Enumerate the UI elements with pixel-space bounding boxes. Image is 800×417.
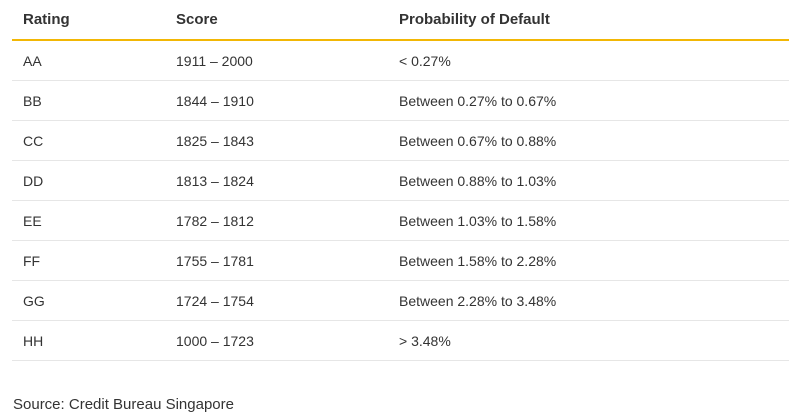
rating-cell: CC: [12, 120, 165, 161]
rating-cell: EE: [12, 200, 165, 241]
rating-cell: GG: [12, 280, 165, 321]
score-cell: 1813 – 1824: [165, 160, 388, 201]
table-row: FF 1755 – 1781 Between 1.58% to 2.28%: [12, 240, 789, 281]
score-cell: 1844 – 1910: [165, 80, 388, 121]
score-cell: 1000 – 1723: [165, 320, 388, 361]
source-note: Source: Credit Bureau Singapore: [13, 396, 234, 413]
header-score: Score: [165, 0, 388, 41]
probability-cell: > 3.48%: [388, 320, 789, 361]
table-row: AA 1911 – 2000 < 0.27%: [12, 40, 789, 81]
probability-cell: Between 0.88% to 1.03%: [388, 160, 789, 201]
score-cell: 1724 – 1754: [165, 280, 388, 321]
score-cell: 1755 – 1781: [165, 240, 388, 281]
probability-cell: < 0.27%: [388, 40, 789, 81]
rating-cell: FF: [12, 240, 165, 281]
probability-cell: Between 1.58% to 2.28%: [388, 240, 789, 281]
table-row: CC 1825 – 1843 Between 0.67% to 0.88%: [12, 120, 789, 161]
probability-cell: Between 0.67% to 0.88%: [388, 120, 789, 161]
rating-cell: AA: [12, 40, 165, 81]
probability-cell: Between 1.03% to 1.58%: [388, 200, 789, 241]
header-probability-of-default: Probability of Default: [388, 0, 789, 41]
score-cell: 1911 – 2000: [165, 40, 388, 81]
probability-cell: Between 2.28% to 3.48%: [388, 280, 789, 321]
table-row: HH 1000 – 1723 > 3.48%: [12, 320, 789, 361]
credit-rating-table: Rating Score Probability of Default AA 1…: [12, 0, 789, 361]
table-row: GG 1724 – 1754 Between 2.28% to 3.48%: [12, 280, 789, 321]
table-row: BB 1844 – 1910 Between 0.27% to 0.67%: [12, 80, 789, 121]
rating-cell: BB: [12, 80, 165, 121]
score-cell: 1825 – 1843: [165, 120, 388, 161]
rating-cell: HH: [12, 320, 165, 361]
table-row: EE 1782 – 1812 Between 1.03% to 1.58%: [12, 200, 789, 241]
table-header-row: Rating Score Probability of Default: [12, 0, 789, 41]
rating-cell: DD: [12, 160, 165, 201]
header-rating: Rating: [12, 0, 165, 41]
table-row: DD 1813 – 1824 Between 0.88% to 1.03%: [12, 160, 789, 201]
probability-cell: Between 0.27% to 0.67%: [388, 80, 789, 121]
score-cell: 1782 – 1812: [165, 200, 388, 241]
